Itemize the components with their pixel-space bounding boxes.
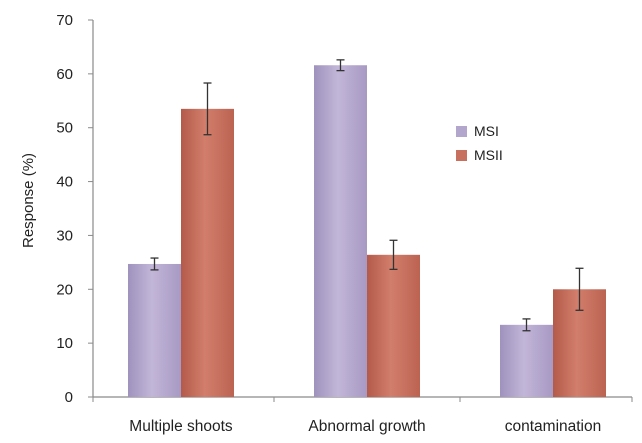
x-category-label: Multiple shoots [129,418,233,435]
bar-msii-1 [367,254,420,397]
bars [128,65,606,398]
y-tick-label: 40 [56,174,73,191]
legend-label-msi: MSI [474,123,499,139]
legend-label-msii: MSII [474,147,503,163]
y-tick-label: 30 [56,227,73,244]
y-tick-label: 10 [56,335,73,352]
x-category-label: contamination [505,418,602,435]
labels: 0 10 20 30 40 50 60 70 Response (%) Multiple shoo… [20,12,601,435]
bar-msi-1 [314,65,367,398]
y-tick-label: 60 [56,66,73,83]
bar-msi-0 [128,263,181,397]
y-tick-label: 0 [65,389,73,406]
y-tick-label: 50 [56,120,73,137]
error-bars [150,59,584,332]
y-tick-label: 70 [56,12,73,29]
y-axis-title: Response (%) [20,153,37,248]
x-category-label: Abnormal growth [308,418,425,435]
legend-swatch-msii [456,150,467,161]
legend-swatch-msi [456,126,467,137]
bar-msii-0 [181,108,234,397]
legend: MSI MSII [456,123,503,163]
y-tick-label: 20 [56,281,73,298]
bar-msi-2 [500,324,553,397]
